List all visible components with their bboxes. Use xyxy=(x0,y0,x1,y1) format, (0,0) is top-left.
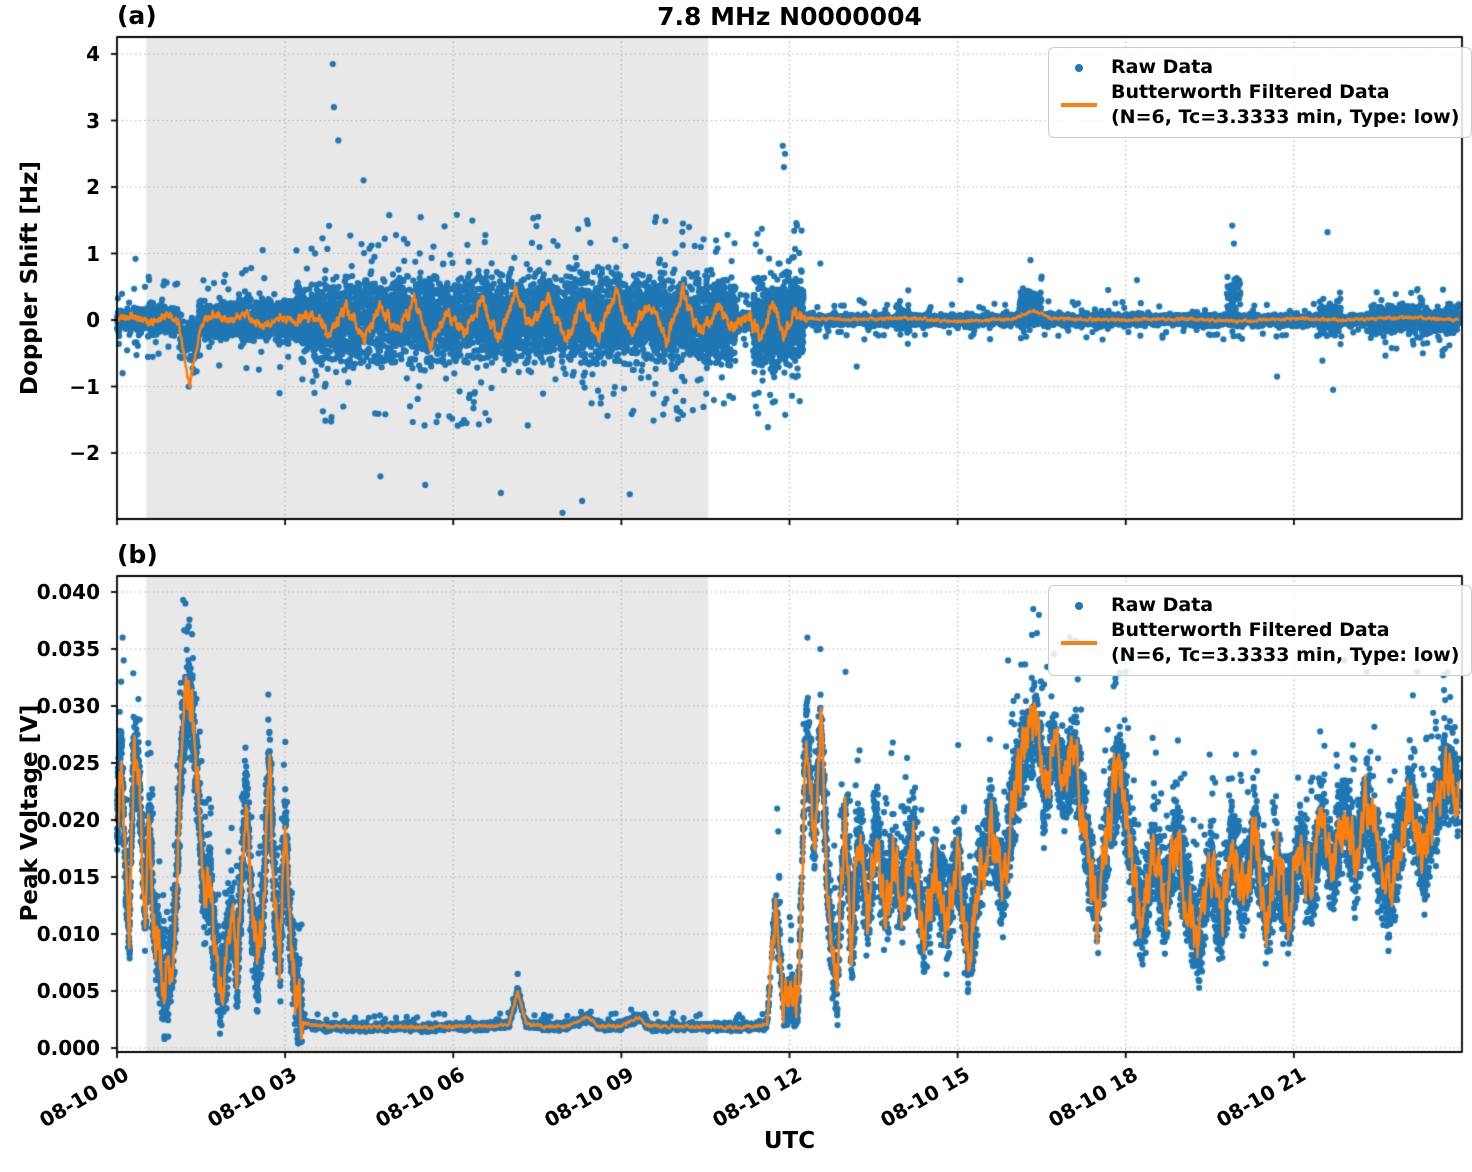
y-tick-label: 0.030 xyxy=(36,694,100,718)
y-tick-label: 1 xyxy=(86,241,100,266)
y-tick-label: 0 xyxy=(86,308,100,332)
legend-entry-filtered: Butterworth Filtered Data (N=6, Tc=3.333… xyxy=(1059,618,1459,668)
legend-filtered-label: Butterworth Filtered Data (N=6, Tc=3.333… xyxy=(1111,81,1460,128)
legend-entry-raw: Raw Data xyxy=(1059,593,1459,618)
legend-raw-label: Raw Data xyxy=(1111,594,1214,616)
y-tick-label: −1 xyxy=(69,374,100,399)
raw-data-marker-icon xyxy=(1059,63,1099,72)
legend-filtered-label: Butterworth Filtered Data (N=6, Tc=3.333… xyxy=(1111,619,1460,666)
legend-raw-label: Raw Data xyxy=(1111,56,1214,78)
y-tick-label: 0.020 xyxy=(36,808,100,832)
legend-panel-b: Raw Data Butterworth Filtered Data (N=6,… xyxy=(1048,585,1472,676)
y-tick-label: 0.015 xyxy=(36,865,100,889)
filtered-line-marker-icon xyxy=(1059,641,1099,645)
y-tick-label: 4 xyxy=(86,42,100,66)
raw-data-marker-icon xyxy=(1059,601,1099,610)
y-tick-label: 2 xyxy=(86,175,100,199)
y-tick-label: 0.010 xyxy=(36,922,100,946)
filtered-line-marker-icon xyxy=(1059,103,1099,107)
panel-b-label: (b) xyxy=(117,540,158,569)
y-tick-label: 0.040 xyxy=(36,580,100,604)
y-tick-label: 0.035 xyxy=(36,637,100,661)
y-tick-label: 0.025 xyxy=(36,751,100,775)
y-tick-label: 3 xyxy=(86,108,100,133)
chart-title: 7.8 MHz N0000004 xyxy=(657,2,922,31)
panel-a-label: (a) xyxy=(117,1,157,30)
legend-entry-filtered: Butterworth Filtered Data (N=6, Tc=3.333… xyxy=(1059,80,1459,130)
y-tick-label: 0.005 xyxy=(36,979,100,1003)
y-tick-label: 0.000 xyxy=(36,1036,100,1060)
y-tick-label: −2 xyxy=(69,441,100,465)
legend-panel-a: Raw Data Butterworth Filtered Data (N=6,… xyxy=(1048,47,1472,138)
x-axis-label: UTC xyxy=(763,1128,816,1154)
legend-entry-raw: Raw Data xyxy=(1059,55,1459,80)
